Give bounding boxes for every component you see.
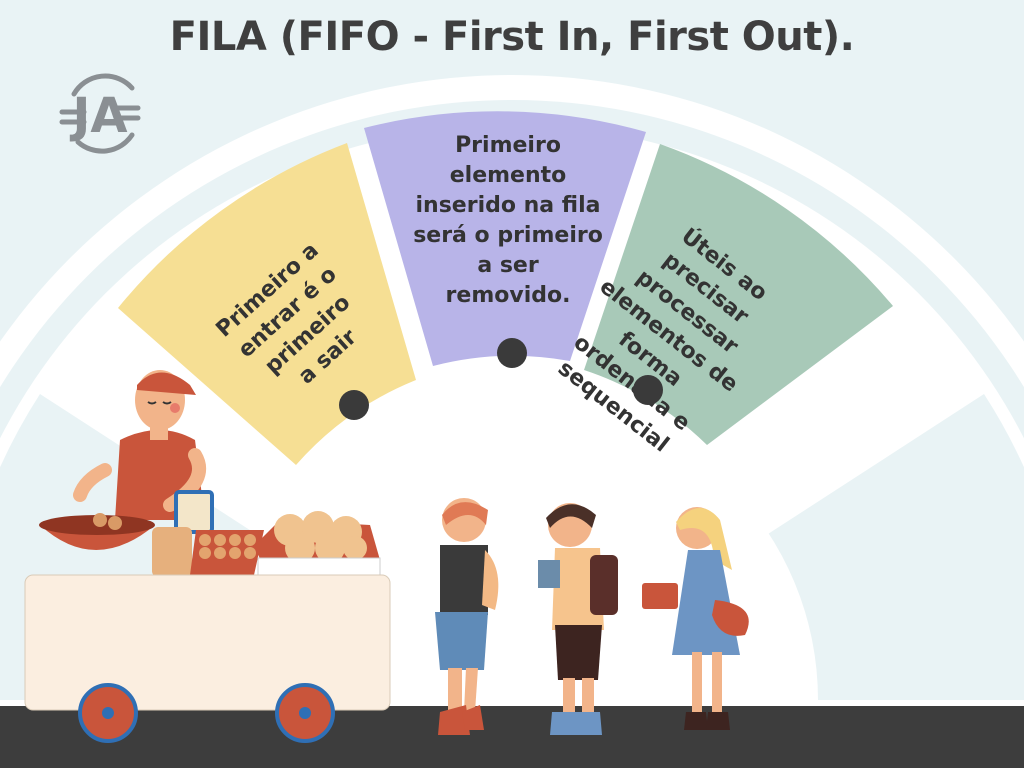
child-3-illustration: [642, 507, 749, 730]
ground: [0, 706, 1024, 768]
segment-3-text: Úteis aoprecisarprocessarelementos defor…: [539, 203, 798, 469]
segment-2-line: a ser: [477, 253, 539, 278]
segment-2-line: Primeiro: [455, 133, 561, 158]
page-title: FILA (FIFO - First In, First Out).: [169, 14, 855, 60]
logo-icon: JA: [59, 73, 141, 154]
segment-3: [584, 144, 893, 445]
child-2-illustration: [538, 503, 618, 735]
segment-3-dot: [633, 375, 663, 405]
segment-2-line: removido.: [446, 283, 571, 308]
segment-1-dot: [339, 390, 369, 420]
vendor-illustration: [24, 370, 391, 743]
segment-2-line: será o primeiro: [413, 223, 603, 248]
segment-2-text: Primeiro elemento inserido na fila será o p…: [413, 133, 603, 308]
child-1-illustration: [435, 498, 499, 735]
segment-2: [364, 111, 646, 366]
segment-1: [118, 143, 416, 465]
segment-2-line: elemento: [450, 163, 567, 188]
svg-text:JA: JA: [69, 88, 127, 144]
segment-2-dot: [497, 338, 527, 368]
segment-2-line: inserido na fila: [416, 193, 601, 218]
